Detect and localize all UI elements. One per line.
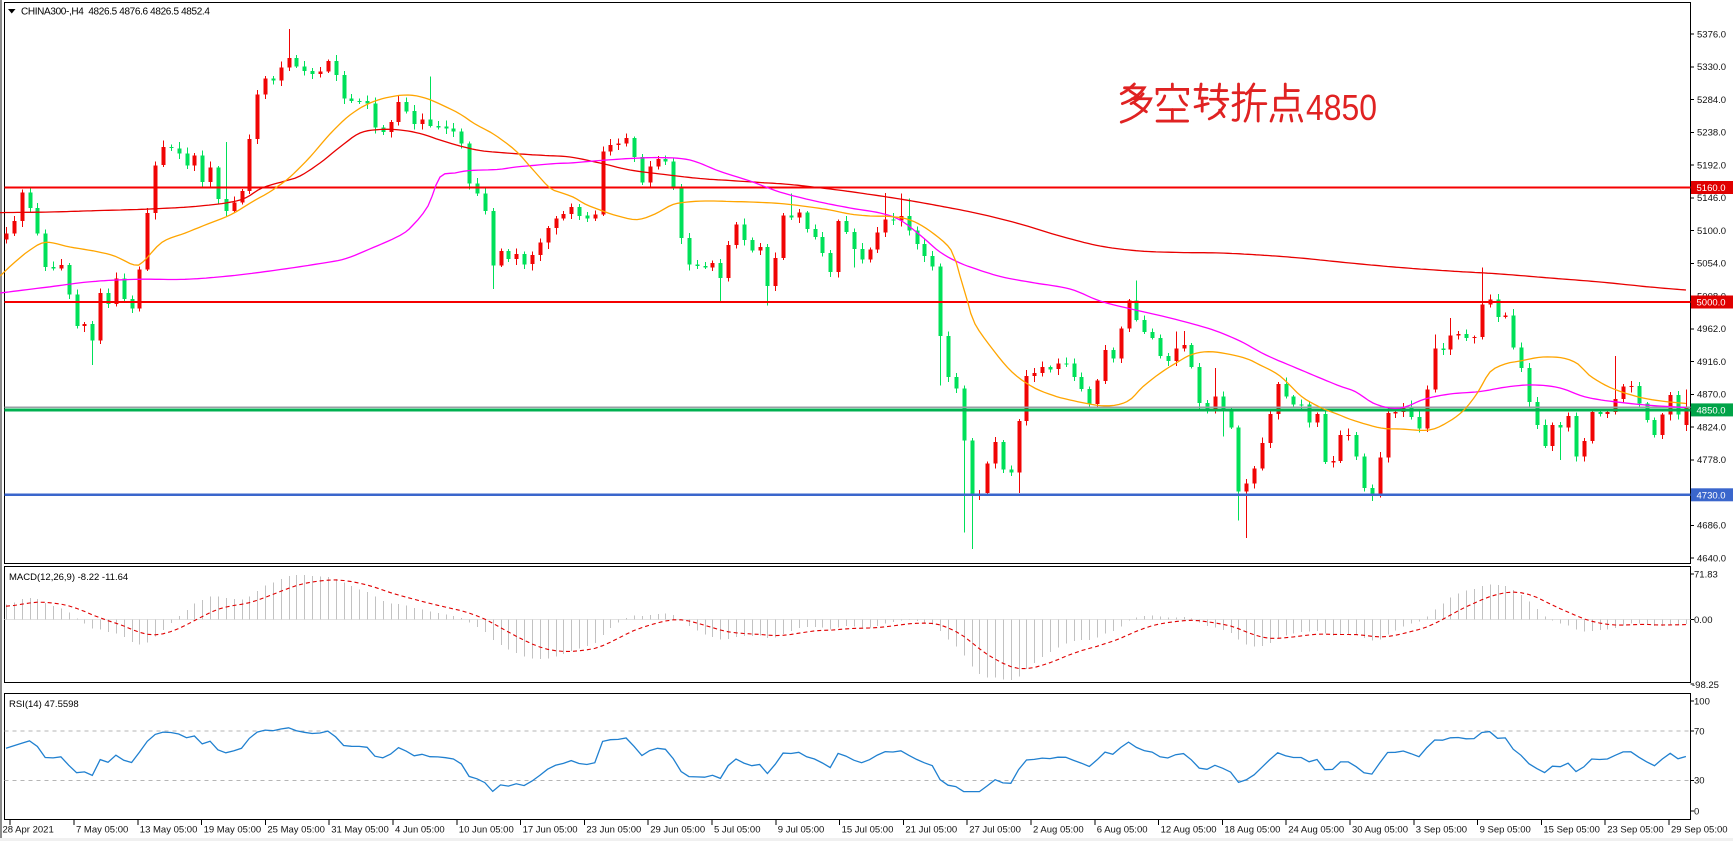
svg-text:7 May 05:00: 7 May 05:00 — [76, 825, 128, 836]
svg-text:5192.0: 5192.0 — [1697, 160, 1726, 171]
svg-text:4778.0: 4778.0 — [1697, 455, 1726, 466]
svg-text:15 Jul 05:00: 15 Jul 05:00 — [842, 825, 894, 836]
svg-text:4850: 4850 — [1306, 87, 1377, 128]
svg-text:30 Aug 05:00: 30 Aug 05:00 — [1352, 825, 1408, 836]
svg-text:9 Sep 05:00: 9 Sep 05:00 — [1480, 825, 1531, 836]
svg-text:4 Jun 05:00: 4 Jun 05:00 — [395, 825, 445, 836]
svg-text:4686.0: 4686.0 — [1697, 521, 1726, 532]
svg-text:5238.0: 5238.0 — [1697, 128, 1726, 139]
svg-text:21 Jul 05:00: 21 Jul 05:00 — [905, 825, 957, 836]
svg-text:RSI(14) 47.5598: RSI(14) 47.5598 — [9, 699, 79, 710]
svg-text:5100.0: 5100.0 — [1697, 226, 1726, 237]
svg-text:4730.0: 4730.0 — [1697, 490, 1726, 501]
svg-text:5376.0: 5376.0 — [1697, 29, 1726, 40]
svg-text:4824.0: 4824.0 — [1697, 422, 1726, 433]
svg-text:-98.25: -98.25 — [1692, 680, 1719, 691]
svg-text:10 Jun 05:00: 10 Jun 05:00 — [459, 825, 514, 836]
svg-text:23 Sep 05:00: 23 Sep 05:00 — [1607, 825, 1664, 836]
svg-text:0.00: 0.00 — [1694, 615, 1713, 626]
svg-text:24 Aug 05:00: 24 Aug 05:00 — [1288, 825, 1344, 836]
svg-text:15 Sep 05:00: 15 Sep 05:00 — [1543, 825, 1600, 836]
svg-text:5146.0: 5146.0 — [1697, 193, 1726, 204]
svg-text:28 Apr 2021: 28 Apr 2021 — [3, 825, 54, 836]
svg-text:70: 70 — [1694, 726, 1705, 737]
svg-text:4962.0: 4962.0 — [1697, 324, 1726, 335]
svg-text:13 May 05:00: 13 May 05:00 — [140, 825, 198, 836]
svg-text:4640.0: 4640.0 — [1697, 553, 1726, 564]
svg-text:5330.0: 5330.0 — [1697, 62, 1726, 73]
svg-text:5054.0: 5054.0 — [1697, 259, 1726, 270]
svg-text:30: 30 — [1694, 776, 1705, 787]
svg-text:9 Jul 05:00: 9 Jul 05:00 — [778, 825, 824, 836]
svg-text:19 May 05:00: 19 May 05:00 — [204, 825, 262, 836]
svg-text:23 Jun 05:00: 23 Jun 05:00 — [586, 825, 641, 836]
svg-text:4850.0: 4850.0 — [1697, 406, 1726, 417]
svg-text:0: 0 — [1694, 807, 1699, 818]
svg-text:31 May 05:00: 31 May 05:00 — [331, 825, 389, 836]
svg-text:71.83: 71.83 — [1694, 570, 1718, 581]
svg-text:12 Aug 05:00: 12 Aug 05:00 — [1161, 825, 1217, 836]
svg-text:6 Aug 05:00: 6 Aug 05:00 — [1097, 825, 1148, 836]
svg-text:5000.0: 5000.0 — [1697, 298, 1726, 309]
svg-text:CHINA300-,H4 4826.5 4876.6 48: CHINA300-,H4 4826.5 4876.6 4826.5 4852.4 — [21, 7, 210, 18]
svg-text:29 Sep 05:00: 29 Sep 05:00 — [1671, 825, 1728, 836]
svg-text:3 Sep 05:00: 3 Sep 05:00 — [1416, 825, 1467, 836]
svg-text:5284.0: 5284.0 — [1697, 95, 1726, 106]
svg-text:5 Jul 05:00: 5 Jul 05:00 — [714, 825, 760, 836]
svg-text:25 May 05:00: 25 May 05:00 — [267, 825, 325, 836]
svg-text:4870.0: 4870.0 — [1697, 390, 1726, 401]
svg-text:MACD(12,26,9) -8.22 -11.64: MACD(12,26,9) -8.22 -11.64 — [9, 572, 128, 583]
svg-text:27 Jul 05:00: 27 Jul 05:00 — [969, 825, 1021, 836]
svg-text:29 Jun 05:00: 29 Jun 05:00 — [650, 825, 705, 836]
svg-text:18 Aug 05:00: 18 Aug 05:00 — [1224, 825, 1280, 836]
svg-text:2 Aug 05:00: 2 Aug 05:00 — [1033, 825, 1084, 836]
svg-text:5160.0: 5160.0 — [1697, 183, 1726, 194]
svg-text:17 Jun 05:00: 17 Jun 05:00 — [523, 825, 578, 836]
svg-text:4916.0: 4916.0 — [1697, 357, 1726, 368]
svg-text:100: 100 — [1694, 697, 1710, 708]
